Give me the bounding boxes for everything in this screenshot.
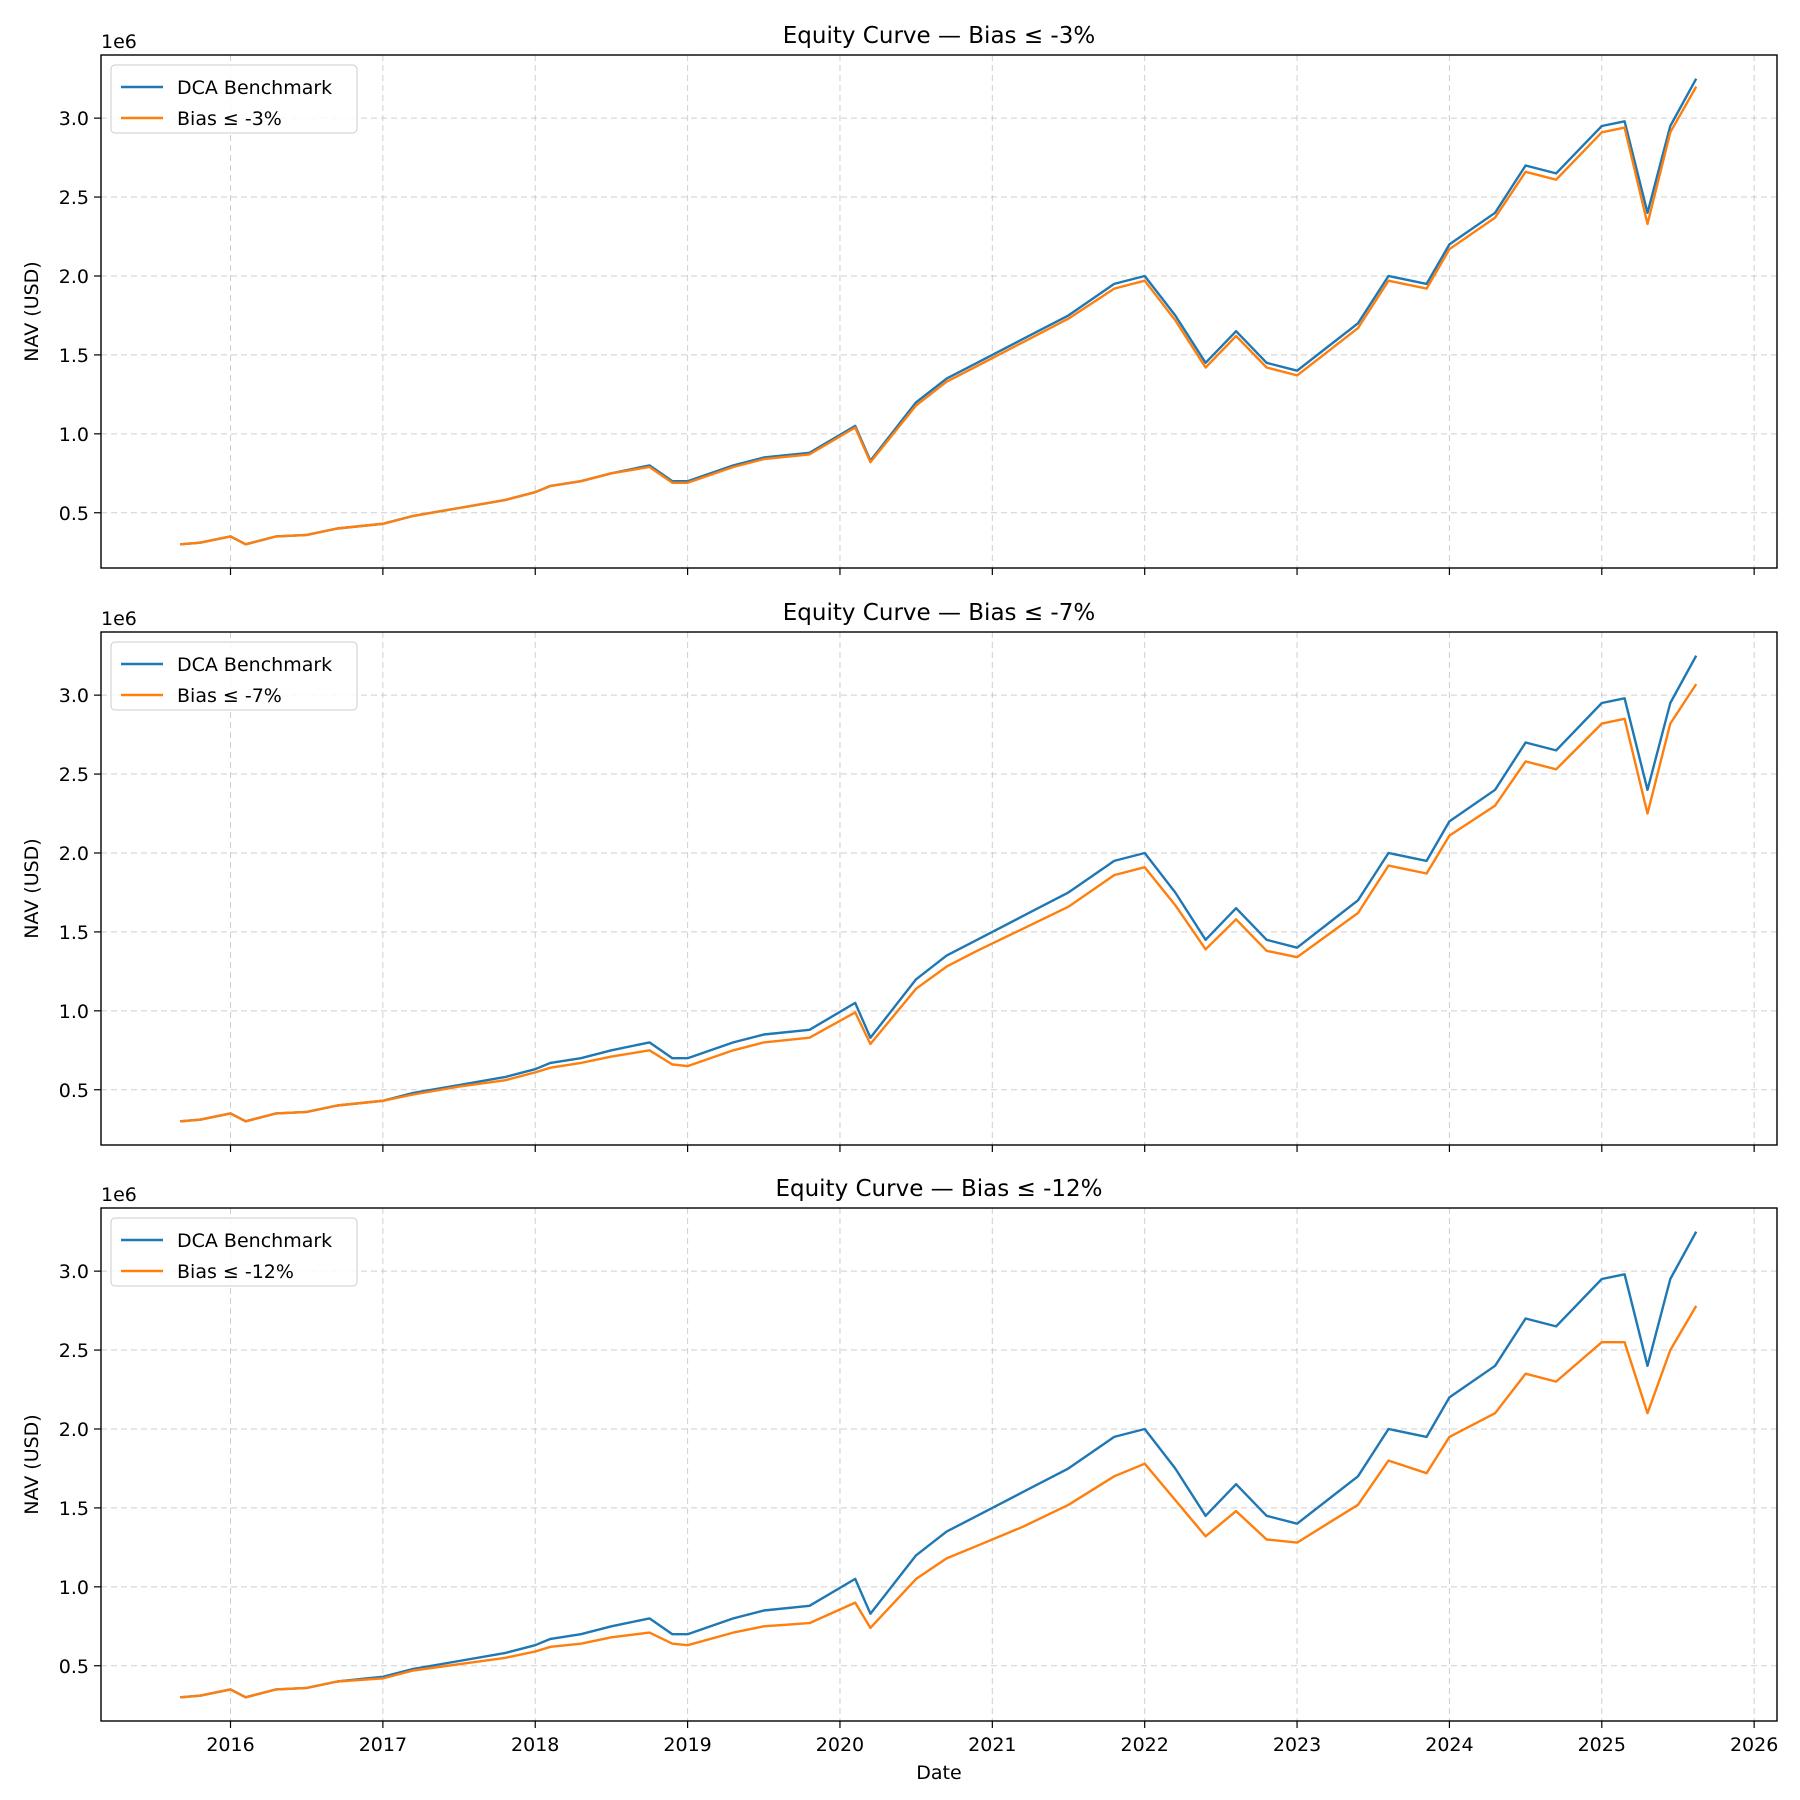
legend-entry: DCA Benchmark <box>177 77 332 99</box>
y-multiplier-label: 1e6 <box>101 1184 137 1206</box>
y-tick-label: 3.0 <box>59 1261 89 1283</box>
y-axis-label: NAV (USD) <box>21 261 43 361</box>
y-tick-label: 2.0 <box>59 266 89 288</box>
plot-area <box>100 1207 1778 1722</box>
x-tick-label: 2024 <box>1425 1734 1473 1756</box>
x-axis-label: Date <box>916 1762 961 1784</box>
y-tick-label: 1.5 <box>59 1498 89 1520</box>
y-axis-label: NAV (USD) <box>21 1414 43 1514</box>
series-line-bias <box>180 1305 1698 1699</box>
y-tick-label: 2.0 <box>59 1419 89 1441</box>
chart-title: Equity Curve — Bias ≤ -7% <box>783 600 1095 626</box>
y-tick-label: 2.5 <box>59 764 89 786</box>
x-tick-label: 2019 <box>663 1734 711 1756</box>
x-tick-label: 2016 <box>206 1734 254 1756</box>
chart-panel-3: Equity Curve — Bias ≤ -12% 0.5 1.0 1.5 2.0 2.… <box>21 1176 1778 1784</box>
x-tick-label: 2020 <box>816 1734 864 1756</box>
legend-box <box>110 1217 358 1287</box>
y-tick-label: 1.5 <box>59 345 89 367</box>
legend-entry: Bias ≤ -7% <box>177 685 282 707</box>
y-multiplier-label: 1e6 <box>101 31 137 53</box>
x-tick-label: 2018 <box>511 1734 559 1756</box>
x-tick-label: 2021 <box>968 1734 1016 1756</box>
y-tick-label: 1.0 <box>59 1001 89 1023</box>
legend: DCA Benchmark Bias ≤ -3% <box>110 64 358 134</box>
y-tick-label: 2.5 <box>59 187 89 209</box>
series-line-benchmark <box>180 78 1698 546</box>
plot-area <box>100 54 1778 569</box>
legend: DCA Benchmark Bias ≤ -7% <box>110 641 358 711</box>
legend-entry: Bias ≤ -3% <box>177 108 282 130</box>
x-tick-label: 2023 <box>1273 1734 1321 1756</box>
y-tick-label: 0.5 <box>59 503 89 525</box>
chart-panel-2: Equity Curve — Bias ≤ -7% 0.5 1.0 1.5 2.0 2.5… <box>21 600 1778 1152</box>
chart-title: Equity Curve — Bias ≤ -3% <box>783 23 1095 49</box>
y-tick-label: 2.0 <box>59 843 89 865</box>
y-tick-label: 0.5 <box>59 1080 89 1102</box>
y-tick-label: 1.0 <box>59 424 89 446</box>
y-tick-label: 1.0 <box>59 1577 89 1599</box>
legend-entry: Bias ≤ -12% <box>177 1261 294 1283</box>
legend: DCA Benchmark Bias ≤ -12% <box>110 1217 358 1287</box>
series-line-benchmark <box>180 655 1698 1123</box>
series-line-benchmark <box>180 1231 1698 1699</box>
y-tick-label: 3.0 <box>59 685 89 707</box>
legend-box <box>110 64 358 134</box>
series-line-bias <box>180 683 1698 1123</box>
legend-box <box>110 641 358 711</box>
y-tick-label: 2.5 <box>59 1340 89 1362</box>
legend-entry: DCA Benchmark <box>177 654 332 676</box>
chart-panel-1: Equity Curve — Bias ≤ -3% 0.5 1.0 1.5 2.0 2.5… <box>21 23 1778 575</box>
y-multiplier-label: 1e6 <box>101 608 137 630</box>
plot-area <box>100 631 1778 1146</box>
x-tick-label: 2017 <box>359 1734 407 1756</box>
y-tick-label: 1.5 <box>59 922 89 944</box>
series-line-bias <box>180 86 1698 546</box>
chart-title: Equity Curve — Bias ≤ -12% <box>775 1176 1102 1202</box>
y-tick-label: 0.5 <box>59 1656 89 1678</box>
x-tick-label: 2026 <box>1730 1734 1778 1756</box>
x-tick-label: 2022 <box>1121 1734 1169 1756</box>
x-tick-label: 2025 <box>1578 1734 1626 1756</box>
y-tick-label: 3.0 <box>59 108 89 130</box>
legend-entry: DCA Benchmark <box>177 1230 332 1252</box>
y-axis-label: NAV (USD) <box>21 838 43 938</box>
